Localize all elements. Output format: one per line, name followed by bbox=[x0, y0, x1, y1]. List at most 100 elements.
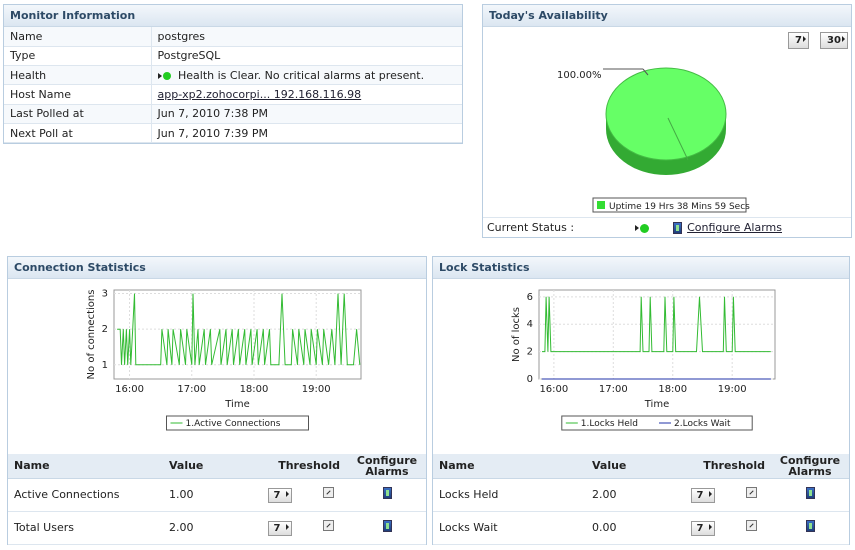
pie-percent-label: 100.00% bbox=[557, 70, 602, 81]
lock-stats-table: Name Value Threshold Configure Alarms Lo… bbox=[433, 454, 849, 545]
current-status-row: Current Status : Configure Alarms bbox=[483, 217, 851, 238]
monitor-information-panel: Monitor Information Name postgres Type P… bbox=[3, 4, 463, 144]
y-axis-label: No of locks bbox=[511, 307, 522, 362]
pie-label-leader-tip bbox=[642, 68, 649, 76]
metric-value: 2.00 bbox=[586, 478, 676, 512]
table-row: Active Connections 1.00 7 bbox=[8, 478, 426, 512]
legend-box bbox=[561, 415, 753, 431]
type-label: Type bbox=[4, 46, 152, 67]
period-7-button[interactable]: 7 bbox=[267, 520, 292, 536]
y-tick-label: 3 bbox=[102, 289, 108, 300]
host-name-label: Host Name bbox=[4, 84, 152, 105]
last-polled-value: Jun 7, 2010 7:38 PM bbox=[151, 104, 462, 124]
connection-statistics-title: Connection Statistics bbox=[8, 257, 426, 279]
lock-statistics-panel: Lock Statistics 16:00 17:00 18:00 19:00 0 2 4 6… bbox=[432, 256, 850, 545]
period-30-button[interactable]: 30 bbox=[820, 32, 848, 49]
pie-legend-label: Uptime 19 Hrs 38 Mins 59 Secs bbox=[609, 202, 750, 212]
table-row: Host Name app-xp2.zohocorpi... 192.168.1… bbox=[4, 84, 462, 105]
table-row: Name postgres bbox=[4, 27, 462, 47]
type-value: PostgreSQL bbox=[151, 46, 462, 67]
metric-value: 1.00 bbox=[163, 478, 253, 512]
health-value: Health is Clear. No critical alarms at p… bbox=[178, 68, 425, 82]
connection-statistics-panel: Connection Statistics 16:00 17:00 18:00 19:… bbox=[7, 256, 427, 545]
threshold-icon[interactable] bbox=[745, 486, 757, 498]
pie-seam bbox=[667, 117, 689, 161]
legend-label: 1.Active Connections bbox=[186, 419, 281, 429]
name-label: Name bbox=[4, 27, 152, 47]
configure-alarms-link[interactable]: Configure Alarms bbox=[687, 221, 782, 234]
table-row: Total Users 2.00 7 bbox=[8, 511, 426, 545]
y-tick-label: 1 bbox=[102, 360, 108, 371]
pie-slice-uptime[interactable] bbox=[605, 67, 727, 161]
x-tick-label: 18:00 bbox=[658, 384, 687, 395]
connection-stats-table: Name Value Threshold Configure Alarms Ac… bbox=[8, 454, 426, 545]
plot-area bbox=[538, 289, 776, 380]
last-polled-label: Last Polled at bbox=[4, 104, 152, 124]
period-7-button[interactable]: 7 bbox=[788, 32, 809, 49]
metric-value: 2.00 bbox=[163, 511, 253, 545]
configure-cell bbox=[348, 511, 426, 545]
table-header-row: Name Value Threshold Configure Alarms bbox=[433, 454, 849, 479]
table-row: Locks Held 2.00 7 bbox=[433, 478, 849, 512]
legend-box bbox=[166, 415, 309, 431]
metric-name: Locks Wait bbox=[433, 511, 586, 545]
col-name-header: Name bbox=[8, 454, 163, 479]
health-label: Health bbox=[4, 65, 152, 86]
series-line bbox=[542, 296, 771, 353]
col-threshold-header: Threshold bbox=[253, 454, 348, 479]
configure-alarm-icon[interactable] bbox=[382, 520, 392, 532]
configure-alarm-icon[interactable] bbox=[382, 487, 392, 499]
availability-panel: Today's Availability 7 30 100.00% Uptime… bbox=[482, 4, 852, 238]
x-tick-label: 19:00 bbox=[718, 384, 747, 395]
threshold-icon[interactable] bbox=[322, 519, 334, 531]
threshold-icon[interactable] bbox=[322, 486, 334, 498]
series-line bbox=[117, 293, 361, 366]
pie-legend-box bbox=[592, 197, 747, 213]
period-7-button[interactable]: 7 bbox=[690, 487, 715, 503]
configure-cell bbox=[771, 478, 849, 512]
arrow-right-icon bbox=[635, 225, 640, 231]
threshold-icon[interactable] bbox=[745, 519, 757, 531]
period-7-button[interactable]: 7 bbox=[690, 520, 715, 536]
health-clear-icon[interactable] bbox=[162, 71, 171, 80]
current-status-label: Current Status : bbox=[487, 221, 575, 234]
x-axis-label: Time bbox=[644, 399, 669, 410]
threshold-cell: 7 bbox=[676, 511, 771, 545]
metric-name: Active Connections bbox=[8, 478, 163, 512]
arrow-right-icon bbox=[157, 72, 162, 79]
next-poll-label: Next Poll at bbox=[4, 123, 152, 144]
legend-label: 1.Locks Held bbox=[581, 419, 638, 429]
threshold-cell: 7 bbox=[676, 478, 771, 512]
col-name-header: Name bbox=[433, 454, 586, 479]
col-configure-header: Configure Alarms bbox=[348, 454, 426, 479]
x-tick-label: 16:00 bbox=[539, 384, 568, 395]
y-tick-label: 2 bbox=[527, 347, 533, 358]
table-row: Last Polled at Jun 7, 2010 7:38 PM bbox=[4, 104, 462, 124]
y-axis-label: No of connections bbox=[86, 290, 97, 380]
metric-value: 0.00 bbox=[586, 511, 676, 545]
table-row: Locks Wait 0.00 7 bbox=[433, 511, 849, 545]
next-poll-value: Jun 7, 2010 7:39 PM bbox=[151, 123, 462, 144]
metric-name: Locks Held bbox=[433, 478, 586, 512]
alarm-icon[interactable] bbox=[672, 222, 682, 234]
y-tick-label: 0 bbox=[527, 374, 533, 385]
configure-alarm-icon[interactable] bbox=[805, 520, 815, 532]
status-up-icon[interactable] bbox=[640, 223, 650, 233]
x-tick-label: 17:00 bbox=[599, 384, 628, 395]
pie-legend-swatch bbox=[597, 201, 605, 209]
table-row: Type PostgreSQL bbox=[4, 46, 462, 67]
lock-chart: 16:00 17:00 18:00 19:00 0 2 4 6 Time No of locks 1… bbox=[511, 289, 776, 431]
col-configure-header: Configure Alarms bbox=[771, 454, 849, 479]
period-7-button[interactable]: 7 bbox=[267, 487, 292, 503]
x-tick-label: 18:00 bbox=[240, 384, 269, 395]
configure-alarm-icon[interactable] bbox=[805, 487, 815, 499]
monitor-information-title: Monitor Information bbox=[4, 5, 462, 27]
host-name-link[interactable]: app-xp2.zohocorpi... 192.168.116.98 bbox=[157, 88, 362, 102]
x-tick-label: 19:00 bbox=[302, 384, 331, 395]
configure-cell bbox=[348, 478, 426, 512]
lock-statistics-title: Lock Statistics bbox=[433, 257, 849, 279]
table-header-row: Name Value Threshold Configure Alarms bbox=[8, 454, 426, 479]
legend-label: 2.Locks Wait bbox=[674, 419, 731, 429]
configure-cell bbox=[771, 511, 849, 545]
y-tick-label: 2 bbox=[102, 324, 108, 335]
